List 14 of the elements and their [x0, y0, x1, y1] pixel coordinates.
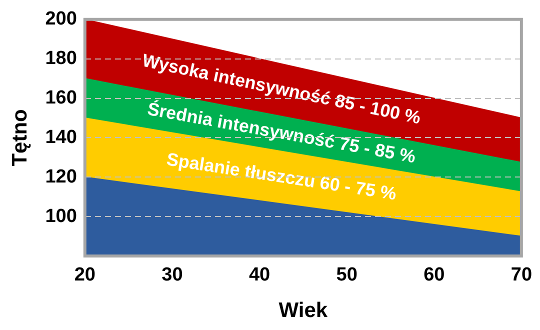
y-tick-label: 160 — [45, 88, 77, 108]
y-tick-label: 200 — [45, 8, 77, 30]
y-tick-label: 140 — [45, 126, 77, 148]
x-tick-label: 20 — [74, 264, 96, 286]
y-tick-label: 180 — [45, 48, 77, 70]
x-tick-label: 40 — [248, 264, 270, 286]
x-tick-label: 70 — [510, 264, 532, 286]
y-tick-label: 120 — [45, 166, 77, 188]
x-tick-label: 60 — [424, 264, 445, 286]
y-axis-title: Tętno — [8, 109, 32, 166]
x-tick-label: 50 — [336, 264, 358, 286]
x-axis-title: Wiek — [278, 299, 328, 322]
y-tick-label: 100 — [45, 206, 77, 227]
x-tick-label: 30 — [162, 264, 183, 286]
